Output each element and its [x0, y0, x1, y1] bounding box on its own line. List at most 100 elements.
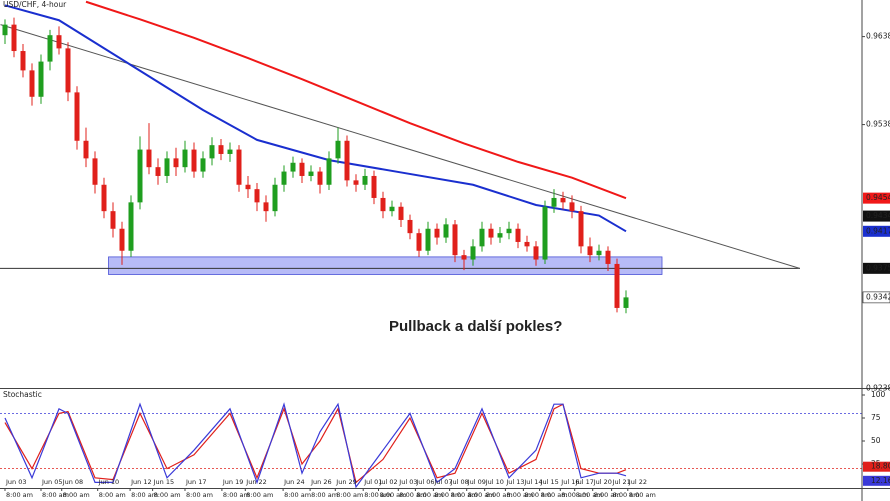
candle-body — [191, 149, 197, 172]
candle-body — [533, 246, 539, 260]
candle-body — [425, 228, 431, 251]
candle-body — [74, 92, 80, 141]
candle-body — [488, 228, 494, 238]
candle-body — [398, 206, 404, 220]
candle-body — [326, 158, 332, 185]
y-tick-label: 75 — [871, 413, 881, 422]
x-tick-label: Jun 17 — [185, 478, 207, 486]
candle-body — [506, 228, 512, 234]
candle-body — [137, 149, 143, 203]
x-tick-label: Jul 09 — [467, 478, 486, 486]
candle-body — [542, 206, 548, 260]
candle-body — [317, 171, 323, 185]
candle-body — [128, 202, 134, 251]
candle-body — [335, 140, 341, 159]
x-tick-time: 8:00 am — [336, 491, 363, 499]
x-tick-time: 8:00 am — [399, 491, 426, 499]
candle-body — [101, 184, 107, 212]
candle-body — [164, 158, 170, 176]
x-tick-time: 8:00 am — [613, 491, 640, 499]
x-tick-time: 8:00 am — [541, 491, 568, 499]
candle-body — [2, 24, 8, 36]
candle-body — [407, 219, 413, 234]
y-tick-label: 50 — [871, 436, 881, 445]
value-tag-label: 12.16 — [871, 476, 890, 485]
x-tick-label: Jun 26 — [310, 478, 332, 486]
x-tick-time: 8:00 am — [223, 491, 250, 499]
x-tick-label: Jun 08 — [62, 478, 83, 486]
candle-body — [182, 149, 188, 168]
candle-body — [560, 197, 566, 203]
x-tick-label: Jul 16 — [560, 478, 579, 486]
candle-body — [92, 158, 98, 185]
candle-body — [272, 184, 278, 212]
candle-body — [479, 228, 485, 247]
candle-body — [20, 51, 26, 71]
x-tick-time: 8:00 am — [380, 491, 407, 499]
x-tick-time: 8:00 am — [629, 491, 656, 499]
x-tick-label: Jul 08 — [450, 478, 469, 486]
candle-body — [56, 35, 62, 49]
candle-body — [569, 202, 575, 212]
y-tick-label: 100 — [871, 390, 886, 399]
x-tick-time: 8:00 am — [364, 491, 391, 499]
x-tick-time: 8:00 am — [561, 491, 588, 499]
x-tick-time: 8:00 am — [6, 491, 33, 499]
x-tick-label: Jul 02 — [379, 478, 398, 486]
candle-body — [380, 197, 386, 212]
candle-body — [299, 162, 305, 176]
candle-body — [416, 233, 422, 251]
x-tick-label: Jun 10 — [98, 478, 120, 486]
candle-body — [605, 250, 611, 264]
price-tag — [863, 262, 890, 274]
indicator-title: Stochastic — [3, 390, 42, 399]
candle-body — [227, 149, 233, 154]
y-tick-label: 0.95384 — [866, 120, 890, 129]
candle-body — [11, 24, 17, 52]
x-tick-time: 8:00 am — [246, 491, 273, 499]
x-tick-time: 8:00 am — [468, 491, 495, 499]
candle-body — [38, 61, 44, 97]
value-tag — [863, 475, 890, 486]
candle-body — [515, 228, 521, 242]
x-tick-time: 8:00 am — [186, 491, 213, 499]
x-tick-time: 8:00 am — [284, 491, 311, 499]
candle-body — [434, 228, 440, 238]
candle-body — [389, 206, 395, 212]
value-tag — [863, 461, 890, 472]
x-tick-label: Jul 20 — [593, 478, 612, 486]
candle-body — [65, 48, 71, 93]
x-tick-time: 8:00 am — [416, 491, 443, 499]
x-tick-label: Jul 14 — [523, 478, 542, 486]
candle-body — [254, 189, 260, 203]
candle-body — [452, 224, 458, 256]
x-tick-time: 8:00 am — [576, 491, 603, 499]
value-tag-label: 18.80 — [871, 462, 890, 471]
candle-body — [344, 140, 350, 181]
stochastic-line — [4, 403, 627, 484]
candle-body — [551, 197, 557, 207]
candle-body — [29, 70, 35, 97]
x-tick-label: Jun 12 — [130, 478, 152, 486]
candle-body — [596, 250, 602, 256]
candle-body — [146, 149, 152, 168]
candle-body — [353, 180, 359, 185]
candle-body — [281, 171, 287, 185]
y-tick-label: 0.96384 — [866, 32, 890, 41]
candle-body — [119, 228, 125, 251]
annotation: Pullback a další pokles? — [389, 318, 562, 335]
x-tick-time: 8:00 am — [594, 491, 621, 499]
x-tick-label: Jun 24 — [283, 478, 305, 486]
y-tick-label: 0.92384 — [866, 384, 890, 393]
candle-body — [209, 145, 215, 159]
candle-body — [587, 246, 593, 256]
price-tag — [863, 225, 890, 237]
x-tick-time: 8:00 am — [524, 491, 551, 499]
plot-layer — [0, 0, 862, 489]
x-tick-label: Jul 13 — [505, 478, 524, 486]
x-tick-label: Jul 21 — [612, 478, 631, 486]
x-tick-label: Jun 22 — [245, 478, 266, 486]
candle-body — [443, 224, 449, 238]
